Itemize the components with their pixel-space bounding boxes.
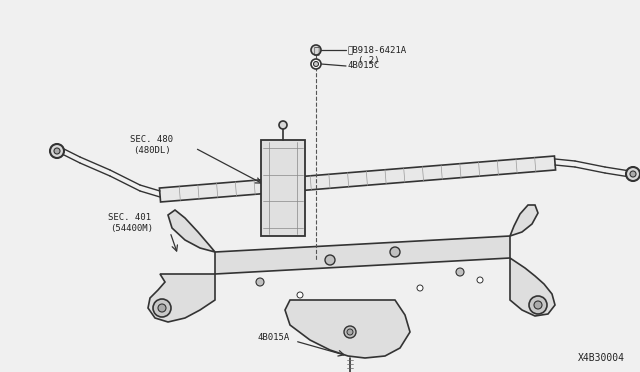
Text: ⓃB918-6421A: ⓃB918-6421A bbox=[348, 45, 407, 55]
Circle shape bbox=[50, 144, 64, 158]
Text: Ⓝ: Ⓝ bbox=[313, 45, 319, 55]
Circle shape bbox=[158, 304, 166, 312]
Text: SEC. 401: SEC. 401 bbox=[108, 214, 151, 222]
Circle shape bbox=[325, 255, 335, 265]
Circle shape bbox=[297, 292, 303, 298]
Circle shape bbox=[534, 301, 542, 309]
Circle shape bbox=[311, 45, 321, 55]
Circle shape bbox=[256, 278, 264, 286]
Text: (54400M): (54400M) bbox=[110, 224, 153, 234]
Text: X4B30004: X4B30004 bbox=[578, 353, 625, 363]
Circle shape bbox=[456, 268, 464, 276]
Circle shape bbox=[311, 59, 321, 69]
Polygon shape bbox=[148, 274, 215, 322]
Circle shape bbox=[347, 329, 353, 335]
Polygon shape bbox=[261, 140, 305, 236]
Circle shape bbox=[477, 277, 483, 283]
Polygon shape bbox=[159, 156, 556, 202]
Circle shape bbox=[344, 326, 356, 338]
Polygon shape bbox=[215, 236, 510, 274]
Circle shape bbox=[390, 247, 400, 257]
Text: 4B015C: 4B015C bbox=[348, 61, 380, 71]
Text: 4B015A: 4B015A bbox=[258, 334, 291, 343]
Text: ( 2): ( 2) bbox=[358, 55, 380, 64]
Circle shape bbox=[314, 61, 319, 67]
Text: (480DL): (480DL) bbox=[133, 147, 171, 155]
Polygon shape bbox=[285, 300, 410, 358]
Circle shape bbox=[417, 285, 423, 291]
Text: SEC. 480: SEC. 480 bbox=[130, 135, 173, 144]
Circle shape bbox=[54, 148, 60, 154]
Polygon shape bbox=[510, 205, 538, 236]
Polygon shape bbox=[510, 258, 555, 316]
Circle shape bbox=[626, 167, 640, 181]
Circle shape bbox=[630, 171, 636, 177]
Circle shape bbox=[153, 299, 171, 317]
Polygon shape bbox=[168, 210, 215, 252]
Circle shape bbox=[529, 296, 547, 314]
Circle shape bbox=[279, 121, 287, 129]
